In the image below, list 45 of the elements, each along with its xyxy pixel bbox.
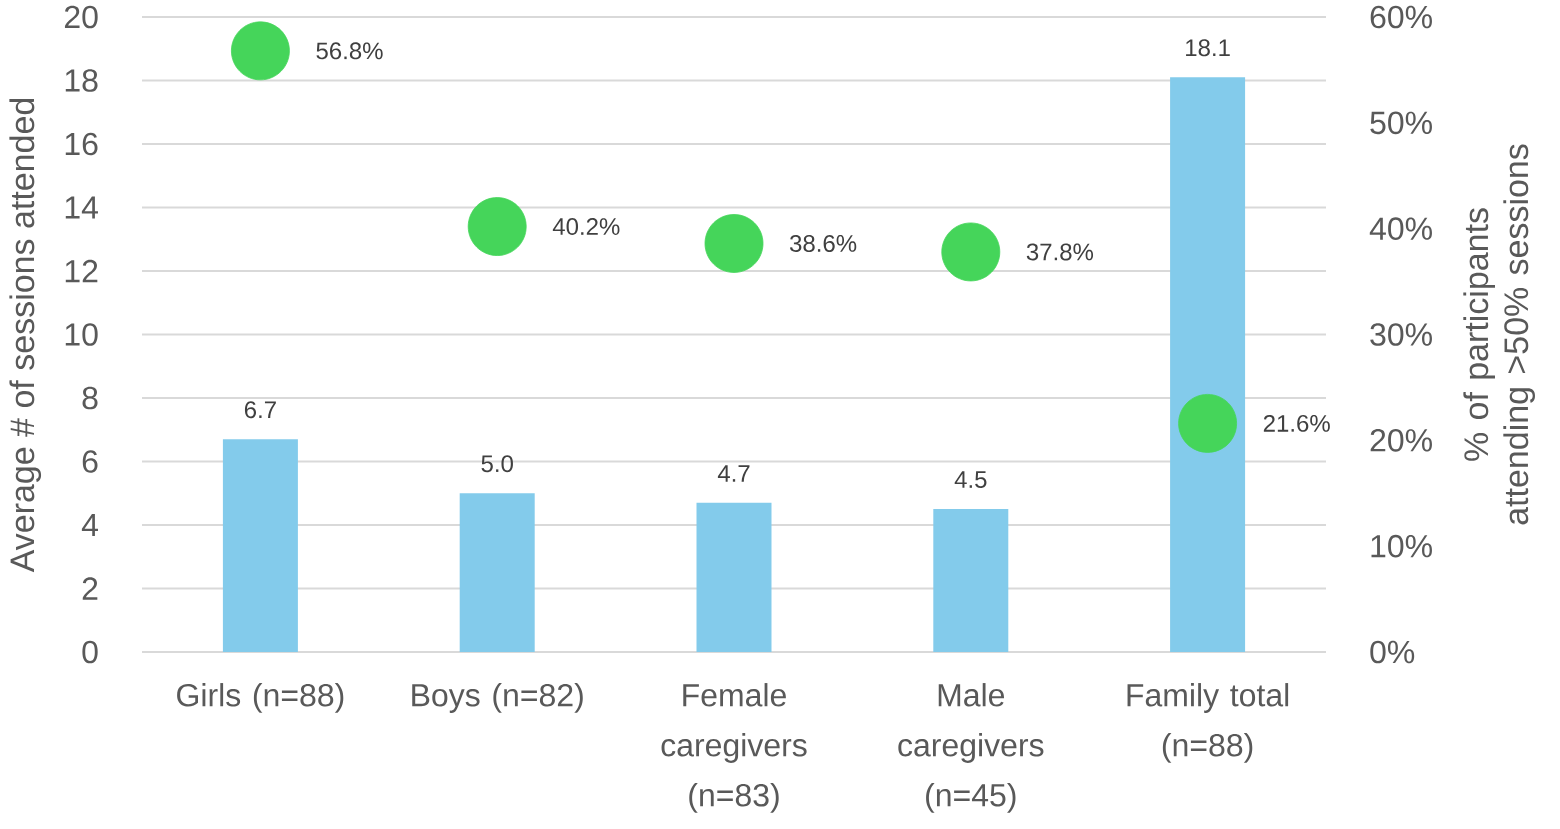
x-tick-label: Family total (n=88) [1127, 683, 1289, 763]
point [467, 197, 527, 256]
y2-tick-label: 10% [1371, 534, 1432, 558]
data-label: 4.5 [954, 471, 987, 489]
point [231, 21, 290, 81]
y-tick-label: 8 [82, 386, 98, 410]
y-tick-label: 0 [82, 640, 98, 664]
data-label: 21.6% [1263, 414, 1330, 432]
y-tick-label: 4 [81, 513, 98, 536]
point [704, 214, 764, 273]
data-label: 6.7 [244, 401, 276, 419]
data-label: 5.0 [481, 455, 513, 473]
data-label: 37.8% [1026, 243, 1094, 261]
data-label: 18.1 [1186, 39, 1230, 57]
data-label: 38.6% [789, 234, 857, 252]
y-tick-label: 20 [64, 5, 98, 29]
x-tick-label: Male caregivers (n=45) [898, 683, 1044, 813]
y-axis-title: Average # of sessions attended [9, 98, 42, 573]
data-label: 4.7 [717, 465, 750, 482]
bar [222, 439, 298, 652]
y-tick-label: 16 [65, 132, 98, 156]
y-tick-label: 18 [65, 69, 98, 92]
bar [459, 493, 535, 652]
data-label: 40.2% [552, 218, 620, 236]
y2-axis-title: % of participants attending >50% sessions [1463, 144, 1535, 525]
y2-tick-label: 20% [1370, 429, 1432, 452]
bar [933, 509, 1009, 652]
x-tick-label: Girls (n=88) [177, 683, 344, 713]
y-tick-label: 12 [65, 259, 98, 283]
data-label: 56.8% [316, 42, 383, 60]
y2-tick-label: 60% [1370, 5, 1432, 29]
y-tick-label: 6 [82, 450, 98, 473]
y2-tick-label: 40% [1369, 217, 1432, 240]
y-tick-label: 10 [65, 323, 98, 346]
x-tick-label: Female caregivers (n=83) [661, 683, 807, 813]
bar [696, 502, 772, 652]
bar [1170, 77, 1246, 652]
y-tick-label: 14 [65, 196, 98, 219]
y2-tick-label: 0% [1370, 640, 1415, 664]
y2-tick-label: 50% [1370, 111, 1432, 135]
point [1178, 393, 1237, 453]
point [941, 222, 1001, 282]
y-tick-label: 2 [82, 577, 98, 600]
x-tick-label: Boys (n=82) [412, 683, 583, 713]
y2-tick-label: 30% [1370, 323, 1432, 346]
